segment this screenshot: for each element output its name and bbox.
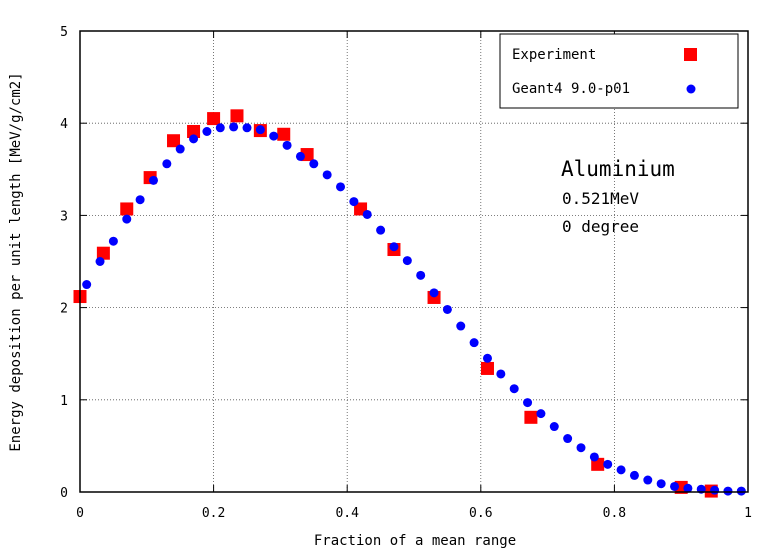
geant4-point (589, 452, 599, 462)
annotation-angle: 0 degree (562, 217, 639, 236)
geant4-point (95, 257, 105, 266)
geant4-point (509, 384, 519, 394)
geant4-point (603, 459, 613, 469)
x-tick-label: 0.2 (202, 506, 225, 521)
geant4-point (108, 236, 118, 246)
geant4-point (336, 182, 346, 192)
x-axis-label: Fraction of a mean range (314, 533, 516, 549)
geant4-point (456, 321, 466, 331)
legend-label-geant4: Geant4 9.0-p01 (512, 81, 630, 97)
legend-label-experiment: Experiment (512, 47, 596, 63)
experiment-point (524, 410, 538, 424)
x-tick-label: 0.6 (469, 506, 492, 521)
geant4-point (736, 486, 746, 496)
experiment-point (96, 246, 110, 260)
geant4-point (563, 434, 573, 444)
legend: Experiment Geant4 9.0-p01 (499, 33, 739, 109)
geant4-point (402, 256, 412, 266)
legend-marker-geant4 (686, 84, 696, 94)
geant4-point (416, 270, 426, 280)
legend-box (499, 33, 739, 109)
plot-frame (79, 30, 749, 493)
experiment-point (480, 361, 494, 375)
y-tick-label: 4 (60, 117, 68, 132)
geant4-point (549, 422, 559, 432)
geant4-point (643, 475, 653, 485)
geant4-point (242, 123, 252, 133)
experiment-point (167, 134, 181, 148)
geant4-point (255, 125, 265, 135)
geant4-point (389, 242, 399, 252)
geant4-point (162, 159, 172, 169)
geant4-point (309, 159, 319, 169)
geant4-point (122, 214, 132, 224)
geant4-point (616, 465, 626, 475)
geant4-point (482, 353, 492, 363)
geant4-point (710, 485, 720, 495)
x-tick-label: 1 (744, 506, 752, 521)
geant4-point (135, 195, 145, 205)
annotations: Aluminium 0.521MeV 0 degree (561, 157, 675, 236)
y-tick-label: 0 (60, 486, 68, 501)
geant4-point (175, 144, 185, 154)
geant4-point (362, 209, 372, 219)
geant4-point (349, 197, 359, 207)
geant4-point (469, 338, 479, 348)
experiment-point (277, 127, 291, 141)
geant4-point (215, 123, 225, 133)
experiment-point (207, 112, 221, 126)
annotation-material: Aluminium (561, 157, 675, 181)
geant4-point (82, 280, 92, 290)
annotation-energy: 0.521MeV (562, 189, 639, 208)
geant4-point (229, 122, 239, 132)
grid (80, 31, 748, 492)
geant4-point (576, 443, 586, 453)
y-tick-label: 5 (60, 25, 68, 40)
geant4-point (295, 151, 305, 161)
geant4-point (523, 398, 533, 408)
geant4-point (282, 140, 292, 150)
tick-labels: 0 0.2 0.4 0.6 0.8 1 0 1 2 3 4 5 (60, 25, 752, 521)
geant4-point (496, 369, 506, 379)
x-tick-label: 0.4 (335, 506, 359, 521)
geant4-point (148, 175, 158, 185)
x-tick-label: 0 (76, 506, 84, 521)
geant4-point (442, 304, 452, 314)
geant4-point (202, 126, 212, 136)
geant4-point (269, 131, 279, 141)
experiment-point (187, 124, 201, 138)
geant4-point (670, 481, 680, 491)
x-tick-label: 0.8 (603, 506, 626, 521)
geant4-point (376, 225, 386, 235)
geant4-point (629, 470, 639, 480)
experiment-point (120, 202, 134, 216)
y-tick-label: 2 (60, 302, 68, 317)
y-tick-label: 3 (60, 209, 68, 224)
geant4-point (723, 486, 733, 496)
series-1 (82, 122, 746, 496)
geant4-point (322, 170, 332, 180)
data-layer (73, 109, 746, 498)
geant4-point (429, 288, 439, 298)
y-axis-label: Energy deposition per unit length [MeV/g… (8, 72, 24, 451)
y-tick-label: 1 (60, 394, 68, 409)
geant4-point (656, 479, 666, 489)
geant4-point (189, 134, 199, 144)
geant4-point (536, 409, 546, 419)
axis-ticks (79, 30, 749, 493)
legend-marker-experiment (684, 48, 697, 61)
geant4-point (683, 483, 693, 493)
experiment-point (230, 109, 244, 123)
